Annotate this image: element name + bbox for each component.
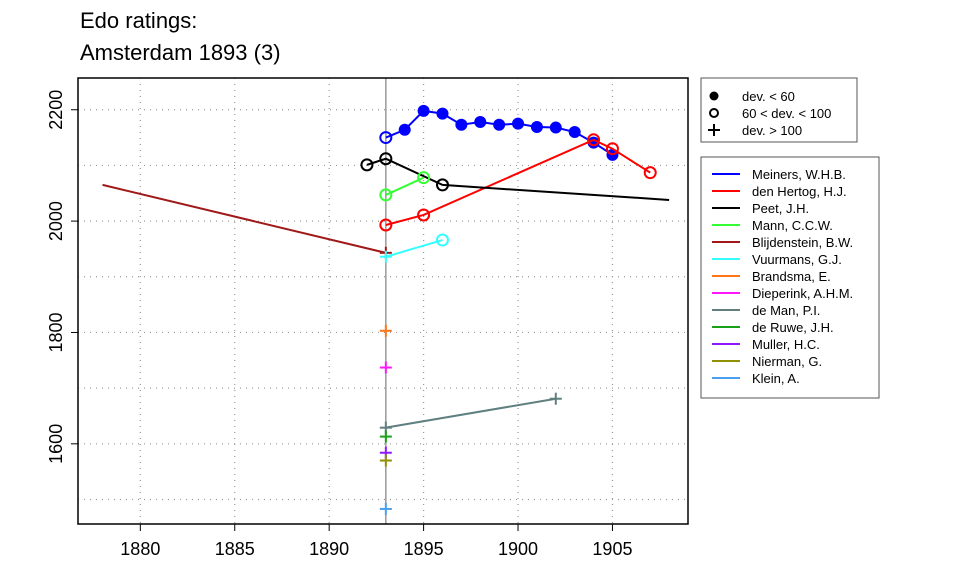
y-tick-label: 1800	[46, 312, 66, 352]
legend-label: Dieperink, A.H.M.	[752, 286, 853, 301]
data-point	[360, 158, 374, 172]
data-point	[549, 392, 562, 405]
y-tick-label: 1600	[46, 424, 66, 464]
x-tick-label: 1885	[215, 539, 255, 559]
series-line	[102, 183, 387, 254]
series-blijdenstein-b-w-	[102, 183, 392, 259]
legend-box	[700, 77, 858, 143]
data-point	[474, 115, 487, 128]
y-tick-label: 2000	[46, 201, 66, 241]
series-line	[385, 397, 556, 429]
filled-circle-icon	[709, 91, 719, 101]
series-mann-c-c-w-	[379, 171, 431, 202]
data-point	[435, 233, 449, 247]
data-point	[417, 104, 430, 117]
plus-icon	[708, 124, 720, 136]
data-point	[379, 324, 392, 337]
data-point	[379, 188, 393, 202]
legend-label: de Ruwe, J.H.	[752, 320, 834, 335]
legend-label: Muller, H.C.	[752, 337, 820, 352]
series-vuurmans-g-j-	[379, 233, 449, 263]
legend-label: Nierman, G.	[752, 354, 822, 369]
x-tick-label: 1905	[592, 539, 632, 559]
data-point	[435, 178, 449, 192]
data-point	[379, 218, 393, 232]
data-point	[493, 118, 506, 131]
series-den-hertog-h-j-	[379, 133, 657, 232]
legend-label: Brandsma, E.	[752, 269, 831, 284]
chart-title-line-2: Amsterdam 1893 (3)	[80, 40, 281, 65]
legend-label: Vuurmans, G.J.	[752, 252, 842, 267]
plot-frame	[77, 77, 689, 525]
data-point	[379, 430, 392, 443]
data-point	[417, 208, 431, 222]
x-tick-label: 1900	[498, 539, 538, 559]
series-klein-a-	[379, 502, 392, 515]
marker-legend-label: 60 < dev. < 100	[742, 106, 831, 121]
data-point	[605, 142, 619, 156]
data-point	[379, 152, 393, 166]
series-line	[385, 176, 425, 196]
marker-legend-label: dev. < 60	[742, 89, 795, 104]
series-de-ruwe-j-h-	[379, 430, 392, 443]
data-point	[568, 126, 581, 139]
legend-label: Mann, C.C.W.	[752, 218, 833, 233]
data-point	[379, 454, 392, 467]
series-nierman-g-	[379, 454, 392, 467]
x-tick-label: 1895	[404, 539, 444, 559]
legend-label: Meiners, W.H.B.	[752, 167, 846, 182]
data-point	[549, 121, 562, 134]
data-point	[643, 166, 657, 180]
data-point	[436, 107, 449, 120]
series-dieperink-a-h-m-	[379, 361, 392, 374]
series-brandsma-e-	[379, 324, 392, 337]
open-circle-icon	[709, 108, 719, 118]
data-point	[379, 250, 392, 263]
data-point	[512, 117, 525, 130]
data-point	[530, 120, 543, 133]
legend-label: Klein, A.	[752, 371, 800, 386]
series-legend: Meiners, W.H.B. den Hertog, H.J. Peet, J.H…	[700, 156, 880, 399]
data-point	[379, 131, 393, 145]
data-point	[455, 118, 468, 131]
data-point	[398, 123, 411, 136]
x-tick-label: 1880	[120, 539, 160, 559]
series-line	[385, 138, 651, 226]
series-meiners-w-h-b-	[379, 104, 619, 161]
series-peet-j-h-	[360, 152, 670, 201]
y-tick-label: 2200	[46, 90, 66, 130]
legend-label: Blijdenstein, B.W.	[752, 235, 853, 250]
legend-label: Peet, J.H.	[752, 201, 809, 216]
data-point	[379, 361, 392, 374]
series-line	[385, 239, 443, 258]
data-point	[379, 502, 392, 515]
legend-label: den Hertog, H.J.	[752, 184, 847, 199]
series-de-man-p-i-	[379, 392, 562, 434]
marker-legend-label: dev. > 100	[742, 123, 802, 138]
x-tick-label: 1890	[309, 539, 349, 559]
legend-box	[700, 156, 880, 399]
chart-title-line-1: Edo ratings:	[80, 8, 198, 33]
legend-label: de Man, P.I.	[752, 303, 820, 318]
data-point	[587, 133, 601, 147]
marker-legend: dev. < 60 60 < dev. < 100 dev. > 100	[700, 77, 858, 143]
data-point	[417, 171, 431, 185]
series-line	[366, 157, 670, 201]
